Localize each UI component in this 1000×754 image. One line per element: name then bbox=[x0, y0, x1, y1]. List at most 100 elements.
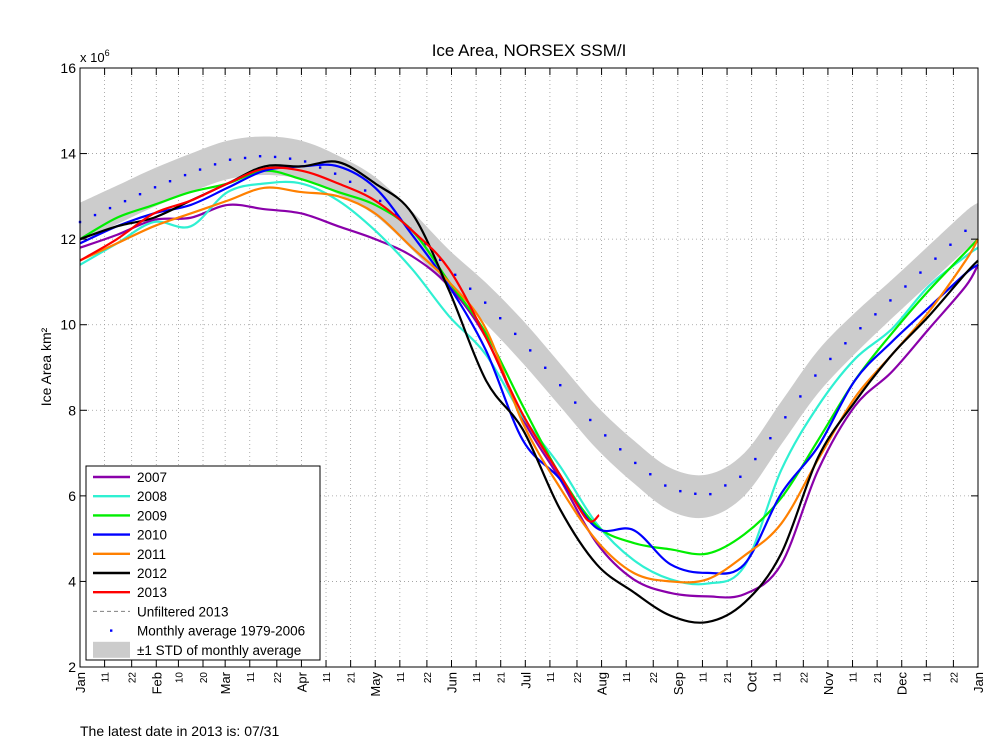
x-tick-label: Oct bbox=[745, 672, 760, 693]
average-point bbox=[484, 301, 487, 304]
x-tick-label: Apr bbox=[294, 671, 309, 692]
average-point bbox=[303, 160, 307, 163]
average-point bbox=[273, 155, 277, 159]
y-axis: 2 4 6 8 10 12 14 16 bbox=[60, 60, 978, 675]
y-axis-label: Ice Area km² bbox=[38, 327, 54, 406]
x-tick-label: 11 bbox=[772, 672, 783, 683]
legend-swatch bbox=[110, 629, 113, 632]
average-point bbox=[168, 180, 172, 183]
y-tick-label: 14 bbox=[60, 146, 76, 162]
x-tick-label: Mar bbox=[218, 671, 233, 694]
x-tick-label: 11 bbox=[922, 672, 933, 683]
average-point bbox=[438, 258, 442, 262]
x-tick-label: 11 bbox=[246, 672, 257, 683]
legend: 2007 2008 2009 2010 2011 2012 2013 Unfiltered 2… bbox=[85, 465, 321, 661]
average-point bbox=[679, 489, 682, 493]
x-tick-label: Jul bbox=[518, 672, 533, 689]
x-tick-label: 11 bbox=[101, 672, 112, 683]
average-point bbox=[574, 401, 577, 404]
average-point bbox=[559, 383, 562, 387]
average-point bbox=[919, 271, 922, 274]
x-tick-label: 11 bbox=[546, 672, 557, 683]
y-tick-label: 6 bbox=[68, 488, 76, 504]
average-point bbox=[348, 180, 352, 184]
x-tick-label: 21 bbox=[723, 672, 734, 684]
x-tick-label: 22 bbox=[273, 672, 284, 684]
average-point bbox=[529, 349, 532, 352]
y-tick-label: 10 bbox=[60, 317, 76, 333]
average-point bbox=[784, 416, 787, 419]
grid bbox=[80, 68, 978, 667]
average-point bbox=[649, 473, 652, 476]
chart-title: Ice Area, NORSEX SSM/I bbox=[432, 41, 627, 60]
average-point bbox=[183, 173, 187, 177]
average-point bbox=[589, 418, 592, 422]
series-line-2010 bbox=[79, 163, 979, 575]
y-tick-label: 8 bbox=[68, 402, 76, 418]
legend-swatch bbox=[93, 641, 130, 658]
x-tick-label: Jan bbox=[73, 672, 88, 693]
average-point bbox=[949, 243, 952, 246]
y-tick-label: 12 bbox=[60, 231, 76, 247]
average-point bbox=[333, 172, 337, 175]
average-point bbox=[228, 158, 232, 161]
legend-box bbox=[85, 465, 321, 661]
average-point bbox=[123, 199, 127, 203]
average-point bbox=[544, 366, 547, 369]
legend-label: Unfiltered 2013 bbox=[137, 604, 229, 619]
average-point bbox=[874, 313, 877, 316]
y-tick-label: 2 bbox=[68, 659, 76, 675]
average-point bbox=[453, 273, 457, 276]
average-point bbox=[243, 156, 247, 160]
x-tick-label: 11 bbox=[322, 672, 333, 683]
latest-date-note: The latest date in 2013 is: 07/31 bbox=[80, 723, 280, 739]
series-line-2013 bbox=[79, 166, 600, 523]
legend-label: 2009 bbox=[137, 508, 167, 523]
average-point bbox=[934, 257, 937, 260]
series-lines bbox=[79, 160, 979, 624]
y-multiplier-exp: 6 bbox=[105, 48, 110, 58]
x-tick-label: 21 bbox=[873, 672, 884, 684]
x-tick-label: 11 bbox=[698, 672, 709, 683]
average-point bbox=[363, 189, 367, 192]
average-point bbox=[138, 192, 142, 196]
legend-label: Monthly average 1979-2006 bbox=[137, 624, 305, 639]
legend-label: 2011 bbox=[137, 547, 166, 562]
series-line-2008 bbox=[79, 180, 979, 586]
x-tick-label: 22 bbox=[423, 672, 434, 684]
average-point bbox=[964, 229, 967, 233]
x-tick-label: 11 bbox=[622, 672, 633, 683]
x-tick-label: Dec bbox=[895, 672, 910, 696]
average-point bbox=[619, 448, 622, 451]
x-axis: Jan 11 22 Feb 10 20 Mar 11 22 Apr 11 21 May 11 22 Jun 11… bbox=[73, 68, 986, 697]
average-point bbox=[754, 457, 757, 461]
average-point bbox=[694, 492, 697, 495]
x-tick-label: 21 bbox=[347, 672, 358, 684]
average-point bbox=[724, 484, 727, 487]
average-point bbox=[604, 434, 607, 437]
x-tick-label: 22 bbox=[649, 672, 660, 684]
average-point bbox=[709, 492, 712, 496]
average-point bbox=[318, 166, 322, 169]
average-point bbox=[258, 155, 262, 158]
x-tick-label: 20 bbox=[199, 672, 210, 684]
legend-label: 2012 bbox=[137, 566, 167, 581]
x-tick-label: Sep bbox=[671, 672, 686, 695]
y-multiplier-base: x 10 bbox=[80, 50, 105, 65]
series-line-2007 bbox=[79, 203, 979, 599]
legend-label: 2007 bbox=[137, 470, 167, 485]
x-tick-label: 10 bbox=[174, 672, 185, 684]
average-point bbox=[664, 484, 667, 487]
x-tick-label: Feb bbox=[149, 672, 164, 694]
average-point bbox=[198, 168, 202, 171]
average-point bbox=[108, 206, 112, 210]
y-multiplier: x 106 bbox=[80, 48, 110, 65]
y-tick-label: 4 bbox=[68, 573, 76, 589]
average-point bbox=[213, 163, 217, 166]
average-point bbox=[829, 357, 832, 361]
average-point bbox=[93, 213, 97, 217]
average-point bbox=[844, 342, 847, 345]
legend-label: 2013 bbox=[137, 585, 167, 600]
